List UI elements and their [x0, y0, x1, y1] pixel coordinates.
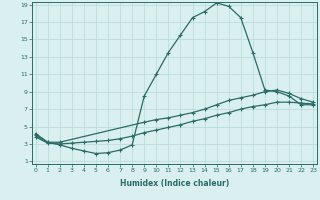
X-axis label: Humidex (Indice chaleur): Humidex (Indice chaleur) [120, 179, 229, 188]
